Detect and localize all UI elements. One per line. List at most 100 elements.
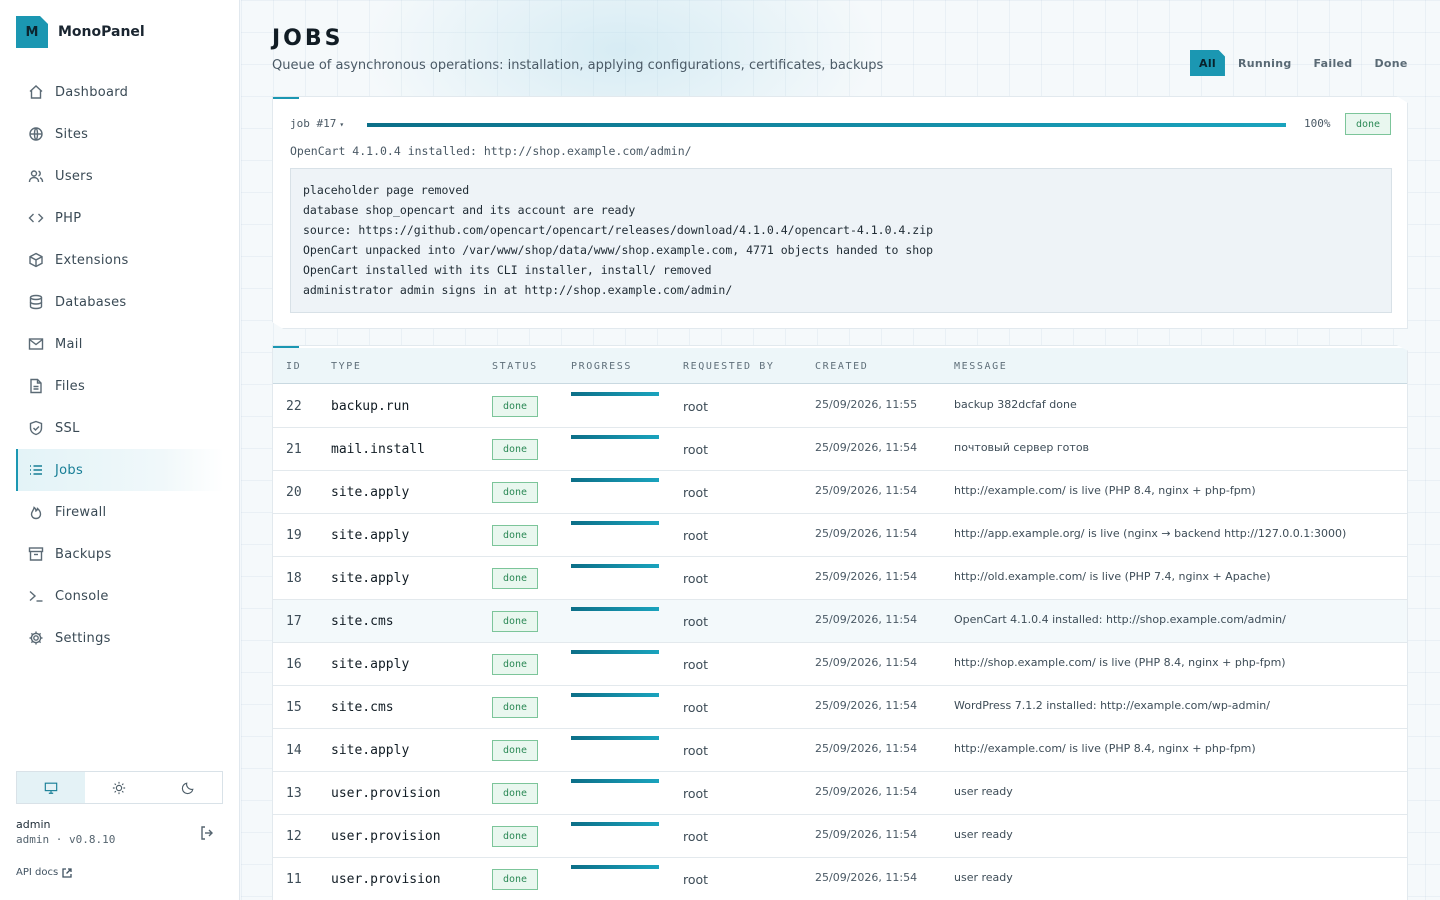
log-line: placeholder page removed xyxy=(303,183,470,197)
card-accent xyxy=(273,97,299,99)
list-icon xyxy=(28,462,55,478)
job-id: 20 xyxy=(286,484,302,500)
job-progress-cell xyxy=(571,607,659,611)
job-requested-by: root xyxy=(683,742,709,758)
filter-tab-all[interactable]: All xyxy=(1190,50,1225,76)
column-header-created[interactable]: CREATED xyxy=(815,361,869,372)
progress-bar xyxy=(571,865,659,869)
table-accent xyxy=(273,346,299,348)
job-id: 21 xyxy=(286,441,302,457)
job-message: user ready xyxy=(954,870,1013,884)
status-filter-tabs: All Running Failed Done xyxy=(1186,50,1417,76)
job-progress-cell xyxy=(571,521,659,525)
job-type: site.apply xyxy=(331,527,410,543)
progress-fill xyxy=(571,822,659,826)
sidebar-item-settings[interactable]: Settings xyxy=(16,617,224,659)
job-summary: OpenCart 4.1.0.4 installed: http://shop.… xyxy=(290,144,692,158)
sidebar-item-mail[interactable]: Mail xyxy=(16,323,224,365)
table-row[interactable]: 13 user.provision done root 25/09/2026, 11:5… xyxy=(273,772,1407,815)
column-header-type[interactable]: TYPE xyxy=(331,361,362,372)
sidebar-item-databases[interactable]: Databases xyxy=(16,281,224,323)
table-row[interactable]: 11 user.provision done root 25/09/2026, 11:5… xyxy=(273,858,1407,900)
column-header-requested-by[interactable]: REQUESTED BY xyxy=(683,361,775,372)
progress-bar xyxy=(571,564,659,568)
filter-tab-failed[interactable]: Failed xyxy=(1313,56,1353,70)
table-row[interactable]: 15 site.cms done root 25/09/2026, 11:54 WordP… xyxy=(273,686,1407,729)
table-row[interactable]: 20 site.apply done root 25/09/2026, 11:54 htt… xyxy=(273,471,1407,514)
table-row[interactable]: 18 site.apply done root 25/09/2026, 11:54 htt… xyxy=(273,557,1407,600)
table-row[interactable]: 21 mail.install done root 25/09/2026, 11:54 п… xyxy=(273,428,1407,471)
filter-tab-running[interactable]: Running xyxy=(1237,56,1292,70)
sidebar-item-ssl[interactable]: SSL xyxy=(16,407,224,449)
job-type: site.apply xyxy=(331,484,410,500)
job-requested-by: root xyxy=(683,484,709,500)
column-header-message[interactable]: MESSAGE xyxy=(954,361,1008,372)
job-created: 25/09/2026, 11:54 xyxy=(815,440,918,454)
job-progress-bar xyxy=(367,123,1286,127)
progress-fill xyxy=(571,392,659,396)
status-badge: done xyxy=(492,696,538,718)
sidebar-item-extensions[interactable]: Extensions xyxy=(16,239,224,281)
job-created: 25/09/2026, 11:54 xyxy=(815,526,918,540)
brand-logo: M xyxy=(16,16,48,48)
job-message: WordPress 7.1.2 installed: http://exampl… xyxy=(954,698,1270,712)
job-id: 17 xyxy=(286,613,302,629)
job-created: 25/09/2026, 11:54 xyxy=(815,698,918,712)
theme-moon-button[interactable] xyxy=(154,772,222,803)
theme-switch xyxy=(16,771,223,804)
progress-fill xyxy=(571,865,659,869)
filter-tab-done[interactable]: Done xyxy=(1374,56,1408,70)
progress-fill xyxy=(571,650,659,654)
sidebar-item-backups[interactable]: Backups xyxy=(16,533,224,575)
job-id: 19 xyxy=(286,527,302,543)
sidebar-nav: Dashboard Sites Users PHP Extensions Database… xyxy=(16,71,224,659)
sun-icon xyxy=(112,781,126,795)
job-status-cell: done xyxy=(492,772,538,814)
job-type: site.apply xyxy=(331,656,410,672)
sidebar-item-firewall[interactable]: Firewall xyxy=(16,491,224,533)
job-id: 12 xyxy=(286,828,302,844)
table-header: ID TYPE STATUS PROGRESS REQUESTED BY CRE… xyxy=(273,348,1407,384)
job-progress-cell xyxy=(571,435,659,439)
job-message: user ready xyxy=(954,784,1013,798)
job-message: http://app.example.org/ is live (nginx →… xyxy=(954,526,1347,540)
external-link-icon xyxy=(62,867,72,878)
table-row[interactable]: 12 user.provision done root 25/09/2026, 11:5… xyxy=(273,815,1407,858)
sidebar-item-console[interactable]: Console xyxy=(16,575,224,617)
home-icon xyxy=(28,84,55,100)
column-header-progress[interactable]: PROGRESS xyxy=(571,361,632,372)
job-status-cell: done xyxy=(492,686,538,728)
sidebar-item-sites[interactable]: Sites xyxy=(16,113,224,155)
progress-fill xyxy=(571,564,659,568)
logout-icon[interactable] xyxy=(199,825,215,841)
theme-sun-button[interactable] xyxy=(85,772,153,803)
api-docs-link[interactable]: API docs xyxy=(16,867,72,878)
job-selector[interactable]: job #17 ▾ xyxy=(290,117,344,130)
job-progress-cell xyxy=(571,693,659,697)
table-row[interactable]: 19 site.apply done root 25/09/2026, 11:54 htt… xyxy=(273,514,1407,557)
sidebar-item-label: Jobs xyxy=(55,462,84,478)
column-header-id[interactable]: ID xyxy=(286,361,302,372)
sidebar-item-label: Dashboard xyxy=(55,84,129,100)
table-row[interactable]: 17 site.cms done root 25/09/2026, 11:54 OpenC… xyxy=(273,600,1407,643)
column-header-status[interactable]: STATUS xyxy=(492,361,538,372)
table-row[interactable]: 22 backup.run done root 25/09/2026, 11:55 bac… xyxy=(273,385,1407,428)
table-row[interactable]: 16 site.apply done root 25/09/2026, 11:54 htt… xyxy=(273,643,1407,686)
user-name: admin xyxy=(16,818,51,831)
sidebar-item-files[interactable]: Files xyxy=(16,365,224,407)
theme-monitor-button[interactable] xyxy=(17,772,86,803)
job-progress-cell xyxy=(571,392,659,396)
job-id: 22 xyxy=(286,398,302,414)
sidebar-item-php[interactable]: PHP xyxy=(16,197,224,239)
sidebar-item-dashboard[interactable]: Dashboard xyxy=(16,71,224,113)
table-row[interactable]: 14 site.apply done root 25/09/2026, 11:54 htt… xyxy=(273,729,1407,772)
job-created: 25/09/2026, 11:54 xyxy=(815,612,918,626)
job-status-cell: done xyxy=(492,385,538,427)
users-icon xyxy=(28,168,55,184)
brand[interactable]: M MonoPanel xyxy=(16,16,145,48)
sidebar-item-users[interactable]: Users xyxy=(16,155,224,197)
sidebar-item-jobs[interactable]: Jobs xyxy=(16,449,224,491)
job-status-cell: done xyxy=(492,858,538,900)
job-message: http://shop.example.com/ is live (PHP 8.… xyxy=(954,655,1286,669)
job-created: 25/09/2026, 11:54 xyxy=(815,741,918,755)
